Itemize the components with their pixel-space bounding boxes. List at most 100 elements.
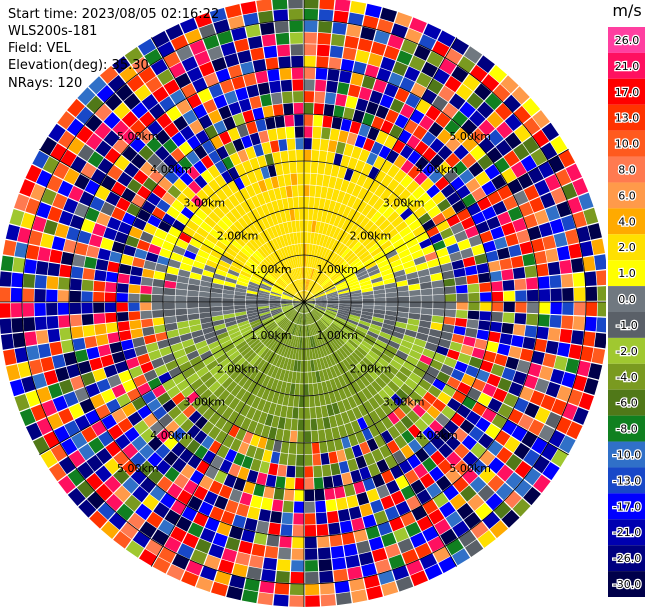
velocity-gate: [201, 321, 214, 330]
velocity-gate: [359, 232, 370, 244]
velocity-gate: [123, 93, 141, 110]
velocity-gate: [346, 181, 356, 195]
velocity-gate: [245, 198, 256, 211]
velocity-gate: [325, 289, 337, 295]
velocity-gate: [307, 360, 312, 372]
velocity-gate: [287, 197, 294, 210]
velocity-gate: [338, 309, 350, 314]
velocity-gate: [343, 343, 354, 354]
velocity-gate: [339, 331, 350, 341]
velocity-gate: [343, 168, 354, 182]
velocity-gate: [452, 520, 470, 538]
velocity-gate: [469, 145, 486, 161]
velocity-gate: [142, 494, 159, 511]
velocity-gate: [392, 139, 406, 154]
velocity-gate: [534, 407, 551, 424]
velocity-gate: [290, 173, 298, 186]
velocity-gate: [59, 379, 74, 395]
velocity-gate: [281, 295, 293, 299]
velocity-gate: [551, 398, 567, 416]
velocity-gate: [271, 366, 279, 379]
velocity-gate: [267, 364, 276, 377]
velocity-gate: [441, 270, 455, 280]
velocity-gate: [310, 173, 317, 186]
velocity-gate: [364, 64, 380, 79]
velocity-gate: [541, 443, 558, 461]
velocity-gate: [358, 86, 372, 101]
velocity-gate: [210, 297, 222, 302]
velocity-gate: [378, 570, 395, 585]
velocity-gate: [468, 292, 480, 302]
velocity-gate: [293, 298, 304, 302]
velocity-gate: [366, 330, 379, 339]
velocity-gate: [278, 331, 287, 343]
velocity-gate: [162, 378, 176, 392]
velocity-gate: [14, 193, 30, 212]
velocity-gate: [310, 418, 318, 431]
velocity-gate: [304, 302, 312, 311]
velocity-gate: [259, 313, 272, 319]
velocity-gate: [545, 381, 561, 398]
velocity-gate: [249, 223, 259, 236]
velocity-gate: [418, 378, 432, 391]
velocity-gate: [331, 322, 342, 332]
velocity-gate: [380, 120, 394, 135]
velocity-gate: [544, 174, 561, 192]
velocity-gate: [484, 164, 501, 180]
velocity-gate: [318, 333, 326, 345]
velocity-gate: [465, 539, 484, 558]
velocity-gate: [397, 306, 410, 313]
velocity-gate: [289, 283, 298, 293]
velocity-gate: [291, 371, 297, 384]
velocity-gate: [436, 371, 451, 384]
velocity-gate: [548, 155, 565, 173]
velocity-gate: [63, 198, 79, 214]
velocity-gate: [350, 469, 362, 483]
velocity-gate: [140, 231, 154, 244]
velocity-gate: [526, 277, 539, 290]
velocity-gate: [374, 215, 387, 227]
velocity-gate: [263, 229, 272, 241]
velocity-gate: [337, 203, 347, 216]
velocity-gate: [268, 463, 279, 476]
velocity-gate: [578, 392, 594, 411]
velocity-gate: [163, 295, 175, 302]
velocity-gate: [326, 439, 336, 453]
velocity-gate: [304, 293, 312, 302]
velocity-gate: [520, 155, 537, 172]
velocity-gate: [58, 277, 71, 290]
velocity-gate: [223, 198, 235, 211]
velocity-gate: [366, 488, 380, 503]
velocity-gate: [333, 153, 343, 166]
velocity-gate: [253, 221, 263, 234]
velocity-gate: [310, 232, 315, 244]
velocity-gate: [542, 461, 560, 481]
velocity-gate: [291, 185, 299, 197]
velocity-gate: [153, 324, 167, 334]
velocity-gate: [265, 274, 276, 283]
velocity-gate: [318, 20, 333, 34]
velocity-gate: [246, 293, 258, 298]
colorbar-tick-label: 4.0: [618, 215, 636, 228]
velocity-gate: [94, 103, 113, 122]
velocity-gate: [404, 377, 418, 390]
velocity-gate: [178, 326, 191, 336]
velocity-gate: [26, 345, 40, 361]
velocity-gate: [32, 216, 47, 233]
velocity-gate: [536, 326, 549, 340]
velocity-gate: [331, 338, 341, 349]
velocity-gate: [180, 125, 195, 141]
velocity-gate: [202, 450, 216, 465]
velocity-gate: [216, 331, 229, 340]
velocity-gate: [407, 150, 422, 165]
velocity-gate: [424, 251, 438, 262]
velocity-gate: [253, 325, 265, 334]
velocity-gate: [497, 403, 513, 419]
range-ring-label: 5.00km: [449, 462, 491, 475]
velocity-gate: [324, 311, 336, 318]
velocity-gate: [329, 378, 338, 391]
velocity-gate: [382, 323, 395, 331]
velocity-gate: [542, 235, 557, 250]
velocity-gate: [245, 184, 256, 198]
velocity-gate: [229, 488, 243, 503]
